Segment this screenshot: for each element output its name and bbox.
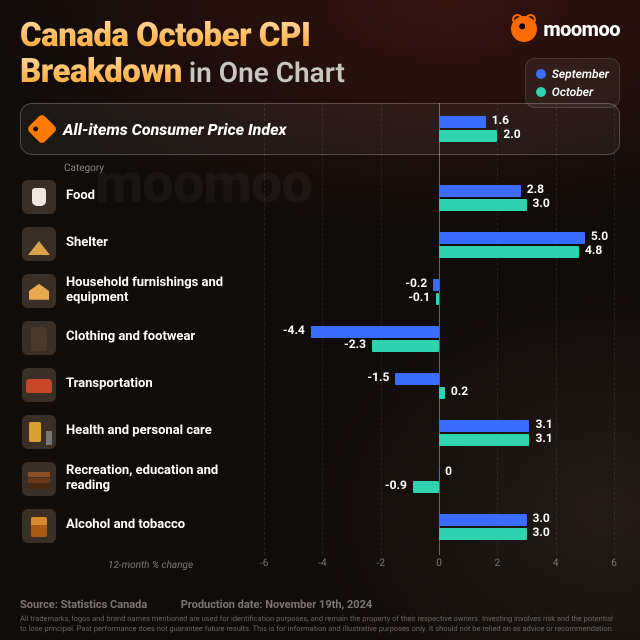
bar-oct — [439, 387, 445, 399]
category-label: Health and personal care — [66, 424, 212, 439]
category-label: Household furnishings and equipment — [66, 276, 226, 306]
x-tick: -6 — [260, 558, 268, 569]
health-icon — [22, 415, 56, 449]
bar-group: -0.2-0.1 — [235, 269, 614, 316]
legend-label-october: October — [552, 83, 593, 101]
bar-oct — [439, 528, 526, 540]
bar-oct — [372, 340, 439, 352]
bar-group: 3.03.0 — [235, 504, 614, 551]
bar-group: -4.4 -2.3 — [235, 316, 614, 363]
x-tick: 0 — [436, 558, 442, 569]
legend-label-september: September — [552, 65, 609, 83]
bar-group: 3.13.1 — [235, 410, 614, 457]
bar-value-oct: 3.1 — [535, 431, 552, 445]
bar-value-oct: 4.8 — [585, 243, 602, 257]
bar-oct — [436, 293, 439, 305]
alc-icon — [22, 509, 56, 543]
bar-value-oct: 3.0 — [533, 525, 550, 539]
bar-value-sep: -4.4 — [283, 323, 305, 337]
bar-value-oct: 2.0 — [503, 127, 520, 141]
legend-dot-september — [536, 69, 546, 79]
category-label: Food — [66, 189, 95, 204]
house-icon — [22, 274, 56, 308]
bar-value-sep: 5.0 — [591, 229, 608, 243]
trans-icon — [22, 368, 56, 402]
x-tick: 4 — [553, 558, 559, 569]
production-label: Production date: — [181, 598, 263, 611]
shelter-icon — [22, 227, 56, 261]
category-label: Clothing and footwear — [66, 330, 195, 345]
x-tick: 2 — [495, 558, 501, 569]
bar-oct — [439, 199, 526, 211]
x-tick: -2 — [377, 558, 385, 569]
bar-oct — [439, 246, 579, 258]
bar-value-oct: -0.1 — [408, 290, 430, 304]
cpi-chart: All-items Consumer Price Index Category … — [20, 103, 620, 569]
bar-value-sep: 1.6 — [492, 113, 509, 127]
bar-value-sep: 2.8 — [527, 182, 544, 196]
source-value: Statistics Canada — [61, 598, 148, 611]
bar-group: 5.04.8 — [235, 222, 614, 269]
bar-oct — [439, 434, 529, 446]
category-label: Alcohol and tobacco — [66, 518, 185, 533]
cloth-icon — [22, 321, 56, 355]
bar-value-sep: -0.2 — [405, 276, 427, 290]
bar-sep — [395, 373, 439, 385]
bar-sep — [439, 420, 529, 432]
bar-oct — [413, 481, 439, 493]
category-label: Shelter — [66, 236, 108, 251]
bar-value-oct: -0.9 — [385, 478, 407, 492]
bar-value-oct: 3.0 — [533, 196, 550, 210]
bar-oct — [439, 130, 497, 142]
tag-icon — [26, 114, 57, 145]
bar-sep — [311, 326, 439, 338]
footer: Source: Statistics Canada Production dat… — [20, 598, 620, 633]
title-line2-rest: in One Chart — [182, 56, 345, 89]
brand-name: moomoo — [543, 17, 620, 41]
bar-group: 0 -0.9 — [235, 457, 614, 504]
bar-group: 1.62.0 — [235, 113, 614, 145]
bar-sep — [439, 467, 440, 479]
bar-sep — [439, 514, 526, 526]
bar-value-sep: 0 — [445, 464, 452, 478]
legend: September October — [525, 58, 620, 108]
legend-dot-october — [536, 87, 546, 97]
category-label: Recreation, education and reading — [66, 464, 226, 494]
bar-value-oct: -2.3 — [344, 337, 366, 351]
bar-group: 2.83.0 — [235, 175, 614, 222]
bar-value-sep: -1.5 — [367, 370, 389, 384]
production-value: November 19th, 2024 — [265, 598, 372, 611]
disclaimer: All trademarks, logos and brand names me… — [20, 614, 620, 633]
rec-icon — [22, 462, 56, 496]
category-label: Transportation — [66, 377, 153, 392]
food-icon — [22, 180, 56, 214]
bar-sep — [439, 185, 521, 197]
brand-mark-icon — [511, 16, 537, 42]
x-tick: -4 — [318, 558, 326, 569]
bar-sep — [439, 232, 585, 244]
brand-logo: moomoo — [511, 16, 620, 42]
grid-line — [614, 103, 615, 555]
bar-sep — [433, 279, 439, 291]
x-axis-label: 12-month % change — [108, 560, 193, 571]
bar-value-oct: 0.2 — [451, 384, 468, 398]
bar-value-sep: 3.0 — [533, 511, 550, 525]
title-line2-strong: Breakdown — [20, 52, 182, 91]
bar-sep — [439, 116, 486, 128]
x-tick: 6 — [611, 558, 617, 569]
bar-value-sep: 3.1 — [535, 417, 552, 431]
source-label: Source: — [20, 598, 58, 611]
bar-group: -1.5 0.2 — [235, 363, 614, 410]
